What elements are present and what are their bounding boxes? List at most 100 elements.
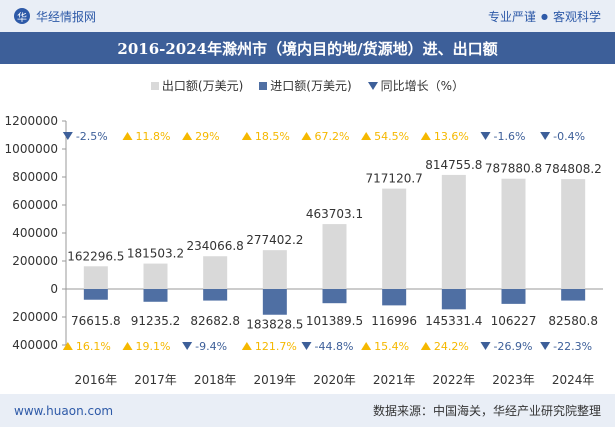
import-bar xyxy=(262,289,287,315)
growth-down-icon xyxy=(62,132,73,140)
import-value-label: 101389.5 xyxy=(306,314,363,328)
x-tick-label: 2018年 xyxy=(194,373,237,387)
import-value-label: 82682.8 xyxy=(190,314,240,328)
import-growth-label: -44.8% xyxy=(315,340,354,353)
export-value-label: 717120.7 xyxy=(366,172,423,186)
import-value-label: 183828.5 xyxy=(246,318,303,332)
legend-growth: 同比增长（%） xyxy=(367,77,465,94)
y-tick-label: 1000000 xyxy=(5,142,58,156)
x-tick-label: 2019年 xyxy=(254,373,297,387)
export-bar xyxy=(262,250,287,289)
import-bar xyxy=(322,289,347,304)
chart-plot: 1200000 1000000 800000 600000 400000 200000 0 2… xyxy=(5,114,603,387)
growth-down-icon xyxy=(540,132,551,140)
y-tick-label: 600000 xyxy=(12,198,58,212)
growth-up-icon xyxy=(420,342,431,350)
export-growth-label: -1.6% xyxy=(494,130,526,143)
growth-down-icon xyxy=(540,342,551,350)
growth-up-icon xyxy=(361,342,372,350)
chart-legend: 出口额(万美元) 进口额(万美元) 同比增长（%） xyxy=(0,77,615,94)
export-growth-label: 18.5% xyxy=(255,130,290,143)
legend-export-label: 出口额(万美元) xyxy=(161,79,244,93)
growth-up-icon xyxy=(182,132,193,140)
export-bar xyxy=(83,266,108,289)
import-bar xyxy=(83,289,108,300)
export-value-label: 463703.1 xyxy=(306,207,363,221)
y-tick-label: 200000 xyxy=(12,254,58,268)
brand: 华 华经情报网 xyxy=(14,8,96,25)
import-value-label: 91235.2 xyxy=(131,314,181,328)
x-tick-label: 2020年 xyxy=(313,373,356,387)
import-value-label: 76615.8 xyxy=(71,314,121,328)
export-bar xyxy=(322,224,347,289)
y-tick-label: 200000 xyxy=(12,310,58,324)
chart-title: 2016-2024年滁州市（境内目的地/货源地）进、出口额 xyxy=(117,39,498,58)
export-bar xyxy=(501,178,526,289)
import-bar xyxy=(561,289,586,301)
import-bar xyxy=(143,289,168,302)
growth-down-icon xyxy=(182,342,193,350)
x-tick-label: 2017年 xyxy=(134,373,177,387)
import-growth-label: 16.1% xyxy=(76,340,111,353)
export-bar xyxy=(561,179,586,289)
footer-url: www.huaon.com xyxy=(14,403,114,418)
legend-export-swatch xyxy=(150,81,159,90)
import-value-label: 116996 xyxy=(371,314,417,328)
legend-export: 出口额(万美元) xyxy=(150,77,244,94)
import-value-label: 106227 xyxy=(491,314,537,328)
tagline: 专业严谨 ● 客观科学 xyxy=(488,8,601,25)
tag-objective: 客观科学 xyxy=(552,9,601,24)
footer-source: 数据来源：中国海关，华经产业研究院整理 xyxy=(372,404,601,418)
legend-import: 进口额(万美元) xyxy=(259,77,352,94)
import-value-label: 145331.4 xyxy=(425,314,482,328)
export-growth-label: 29% xyxy=(195,130,219,143)
x-tick-label: 2021年 xyxy=(373,373,416,387)
y-tick-label: 400000 xyxy=(12,338,58,352)
export-bar xyxy=(203,256,228,289)
growth-up-icon xyxy=(122,132,133,140)
growth-up-icon xyxy=(62,342,73,350)
export-growth-label: 67.2% xyxy=(315,130,350,143)
y-tick-label: 0 xyxy=(50,282,58,296)
growth-up-icon xyxy=(301,132,312,140)
import-bar xyxy=(441,289,466,310)
export-value-label: 814755.8 xyxy=(425,158,482,172)
import-growth-label: -9.4% xyxy=(195,340,227,353)
x-tick-label: 2016年 xyxy=(75,373,118,387)
top-bar: 华 华经情报网 专业严谨 ● 客观科学 xyxy=(0,0,615,32)
import-bar xyxy=(501,289,526,304)
export-value-label: 784808.2 xyxy=(545,162,602,176)
x-tick-label: 2022年 xyxy=(433,373,476,387)
export-bar xyxy=(382,188,407,289)
export-value-label: 277402.2 xyxy=(246,233,303,247)
brand-name: 华经情报网 xyxy=(36,9,97,24)
import-growth-label: 19.1% xyxy=(136,340,171,353)
export-growth-label: 11.8% xyxy=(136,130,171,143)
import-growth-label: 121.7% xyxy=(255,340,297,353)
import-bar xyxy=(203,289,228,301)
growth-up-icon xyxy=(361,132,372,140)
footer: www.huaon.com 数据来源：中国海关，华经产业研究院整理 xyxy=(0,394,615,427)
import-growth-label: -22.3% xyxy=(553,340,592,353)
export-value-label: 787880.8 xyxy=(485,162,542,176)
legend-growth-icon xyxy=(367,81,378,90)
legend-growth-label: 同比增长（%） xyxy=(380,79,465,93)
y-tick-label: 400000 xyxy=(12,226,58,240)
import-growth-label: -26.9% xyxy=(494,340,533,353)
growth-up-icon xyxy=(241,132,252,140)
growth-up-icon xyxy=(122,342,133,350)
x-tick-label: 2024年 xyxy=(552,373,595,387)
x-tick-label: 2023年 xyxy=(492,373,535,387)
legend-import-label: 进口额(万美元) xyxy=(270,79,352,93)
growth-up-icon xyxy=(241,342,252,350)
title-bar: 2016-2024年滁州市（境内目的地/货源地）进、出口额 xyxy=(0,32,615,64)
tag-professional: 专业严谨 xyxy=(487,9,536,24)
import-value-label: 82580.8 xyxy=(548,314,598,328)
export-growth-label: 54.5% xyxy=(374,130,409,143)
y-tick-label: 1200000 xyxy=(5,114,58,128)
export-growth-label: 13.6% xyxy=(434,130,469,143)
export-bar xyxy=(441,174,466,289)
brand-logo-icon: 华 xyxy=(14,8,30,24)
export-value-label: 162296.5 xyxy=(67,249,124,263)
growth-up-icon xyxy=(420,132,431,140)
